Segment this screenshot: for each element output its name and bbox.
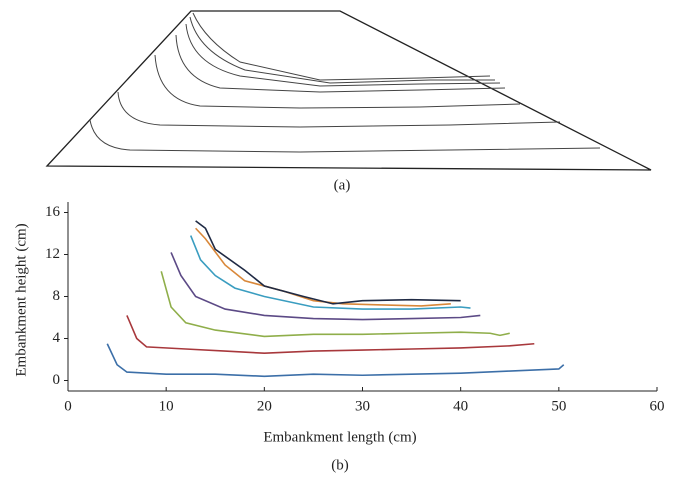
x-axis-label: Embankment length (cm) xyxy=(263,429,416,445)
profile-line xyxy=(175,34,506,93)
x-tick-label: 40 xyxy=(453,398,468,414)
data-line xyxy=(195,227,451,307)
x-tick-label: 0 xyxy=(64,398,72,414)
data-line xyxy=(170,252,481,321)
x-tick-label: 10 xyxy=(159,398,174,414)
data-line xyxy=(189,235,471,310)
x-tick-label: 20 xyxy=(257,398,272,414)
profile-line xyxy=(189,16,495,84)
profile-line xyxy=(89,119,601,153)
y-tick-label: 8 xyxy=(53,288,61,304)
profile-line xyxy=(117,91,561,128)
panel-caption: (a) xyxy=(334,177,351,193)
y-axis-label: Embankment height (cm) xyxy=(13,223,29,376)
y-tick-label: 0 xyxy=(53,372,61,388)
data-line xyxy=(160,271,510,338)
data-line xyxy=(106,343,565,378)
y-tick-label: 4 xyxy=(53,330,61,346)
profile-line xyxy=(192,12,491,81)
x-tick-label: 60 xyxy=(650,398,665,414)
data-line xyxy=(126,315,535,355)
schematic: (a) xyxy=(45,10,652,193)
x-tick-label: 30 xyxy=(355,398,370,414)
panel-caption: (b) xyxy=(331,457,349,473)
x-tick-label: 50 xyxy=(551,398,566,414)
line-chart: Embankment length (cm) (b) Embankment he… xyxy=(13,202,665,473)
y-tick-label: 16 xyxy=(45,204,61,220)
profile-line xyxy=(154,54,521,109)
embankment-outline xyxy=(45,10,652,171)
data-line xyxy=(195,220,461,305)
y-tick-label: 12 xyxy=(45,246,60,262)
profile-line xyxy=(185,23,501,87)
